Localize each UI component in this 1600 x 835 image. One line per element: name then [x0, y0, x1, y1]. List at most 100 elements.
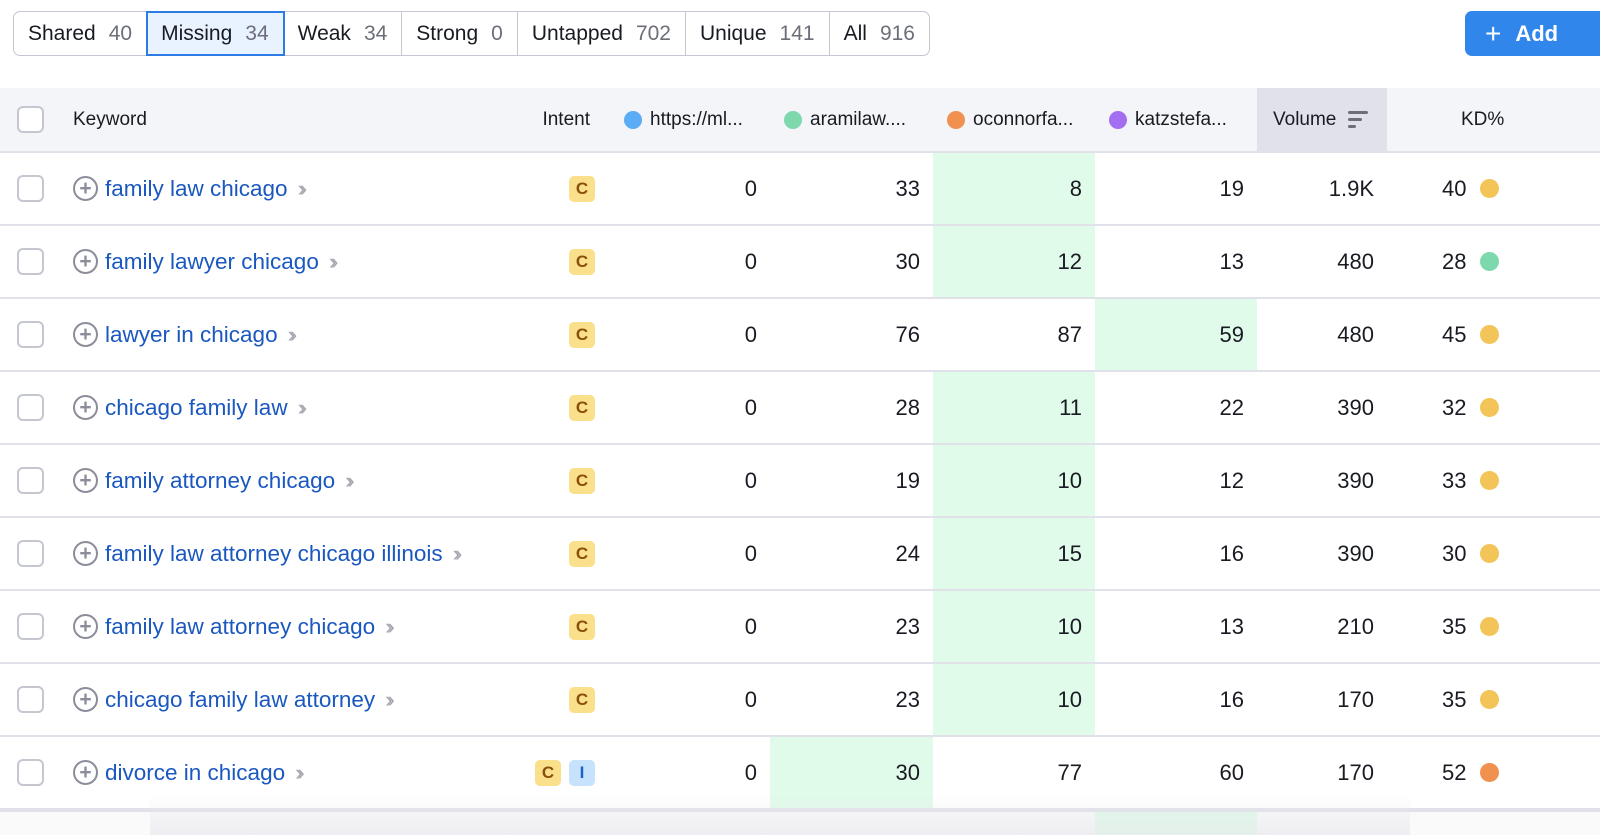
keyword-link[interactable]: family attorney chicago: [105, 467, 336, 493]
tab-weak[interactable]: Weak 34: [284, 12, 403, 55]
tab-missing[interactable]: Missing 34: [146, 11, 285, 56]
intent-cell: C: [520, 664, 610, 735]
difficulty-dot-icon: [1480, 325, 1500, 344]
domain-1-position: 0: [744, 686, 757, 712]
keyword-link[interactable]: lawyer in chicago: [105, 321, 278, 347]
domain-3-position: 12: [933, 226, 1095, 297]
keyword-link[interactable]: family lawyer chicago: [105, 248, 319, 274]
domain-1-position: 0: [744, 759, 757, 785]
domain-1-position: 0: [744, 394, 757, 420]
select-all-checkbox[interactable]: [16, 106, 44, 133]
next-row-highlight: [1095, 812, 1257, 835]
intent-cell: C: [520, 372, 610, 443]
keyword-link[interactable]: family law attorney chicago illinois: [105, 540, 443, 566]
intent-badge-informational[interactable]: I: [569, 759, 595, 786]
intent-cell: C: [520, 518, 610, 589]
domain-3-position: 10: [933, 664, 1095, 735]
tab-shared[interactable]: Shared 40: [14, 12, 148, 55]
add-button[interactable]: + Add: [1465, 11, 1600, 56]
intent-badge-commercial[interactable]: C: [569, 394, 595, 421]
domain-2-position: 23: [895, 686, 920, 712]
table-body: + family law chicago ›› C 0 33 8 19 1.9K…: [0, 153, 1600, 810]
next-row-partial: [0, 810, 1600, 835]
double-chevron-right-icon[interactable]: ››: [297, 175, 307, 201]
sort-descending-icon[interactable]: [1348, 111, 1369, 128]
domain-1-position: 0: [744, 321, 757, 347]
row-checkbox[interactable]: [16, 759, 44, 786]
add-keyword-plus-icon[interactable]: +: [73, 760, 98, 785]
keyword-link[interactable]: family law chicago: [105, 175, 288, 201]
add-keyword-plus-icon[interactable]: +: [73, 249, 98, 274]
row-checkbox[interactable]: [16, 686, 44, 713]
double-chevron-right-icon[interactable]: ››: [385, 613, 394, 639]
difficulty-dot-icon: [1480, 690, 1500, 709]
domain-4-color-dot-icon: [1109, 110, 1127, 129]
domain-4-position: 59: [1095, 299, 1257, 370]
intent-badge-commercial[interactable]: C: [569, 321, 595, 348]
domain-4-position: 16: [1219, 686, 1244, 712]
double-chevron-right-icon[interactable]: ››: [345, 467, 354, 493]
double-chevron-right-icon[interactable]: ››: [297, 394, 307, 420]
add-keyword-plus-icon[interactable]: +: [73, 614, 98, 639]
intent-cell: C: [520, 226, 610, 297]
difficulty-dot-icon: [1480, 763, 1500, 782]
intent-badge-commercial[interactable]: C: [569, 540, 595, 567]
intent-badge-commercial[interactable]: C: [535, 759, 561, 786]
column-header-domain-1[interactable]: https://ml...: [610, 88, 770, 151]
tab-untapped[interactable]: Untapped 702: [518, 12, 686, 55]
tab-label: All: [843, 21, 867, 45]
double-chevron-right-icon[interactable]: ››: [452, 540, 462, 566]
kd-cell: 45: [1387, 299, 1568, 370]
column-header-domain-2[interactable]: aramilaw....: [770, 88, 933, 151]
tab-strong[interactable]: Strong 0: [402, 12, 518, 55]
keyword-link[interactable]: chicago family law attorney: [105, 686, 376, 712]
double-chevron-right-icon[interactable]: ››: [385, 686, 394, 712]
intent-badge-commercial[interactable]: C: [569, 686, 595, 713]
volume-cell: 170: [1337, 759, 1374, 785]
volume-cell: 480: [1337, 248, 1374, 274]
double-chevron-right-icon[interactable]: ››: [328, 248, 338, 274]
tab-count: 702: [635, 21, 671, 45]
column-header-domain-3[interactable]: oconnorfa...: [933, 88, 1095, 151]
add-button-label: Add: [1515, 20, 1559, 46]
row-checkbox[interactable]: [16, 613, 44, 640]
difficulty-dot-icon: [1480, 398, 1500, 417]
domain-2-position: 19: [895, 467, 920, 493]
row-checkbox[interactable]: [16, 540, 44, 567]
row-checkbox[interactable]: [16, 175, 44, 202]
add-keyword-plus-icon[interactable]: +: [73, 468, 98, 493]
column-header-domain-4[interactable]: katzstefa...: [1095, 88, 1257, 151]
add-keyword-plus-icon[interactable]: +: [73, 322, 98, 347]
tab-unique[interactable]: Unique 141: [686, 12, 830, 55]
keyword-link[interactable]: chicago family law: [105, 394, 288, 420]
double-chevron-right-icon[interactable]: ››: [295, 759, 304, 785]
table-row: + family lawyer chicago ›› C 0 30 12 13 …: [0, 226, 1600, 299]
keyword-link[interactable]: divorce in chicago: [105, 759, 286, 785]
add-keyword-plus-icon[interactable]: +: [73, 176, 98, 201]
keyword-link[interactable]: family law attorney chicago: [105, 613, 376, 639]
kd-cell: 40: [1387, 153, 1568, 224]
domain-2-position: 24: [895, 540, 920, 566]
volume-cell: 390: [1337, 394, 1374, 420]
domain-4-position: 22: [1219, 394, 1244, 420]
column-header-keyword[interactable]: Keyword: [73, 108, 147, 130]
intent-badge-commercial[interactable]: C: [569, 248, 595, 275]
intent-badge-commercial[interactable]: C: [569, 175, 595, 202]
domain-4-position: 13: [1219, 248, 1244, 274]
tab-all[interactable]: All 916: [830, 12, 929, 55]
double-chevron-right-icon[interactable]: ››: [287, 321, 297, 347]
column-header-intent[interactable]: Intent: [542, 108, 590, 130]
add-keyword-plus-icon[interactable]: +: [73, 541, 98, 566]
column-header-kd[interactable]: KD%: [1461, 108, 1505, 130]
row-checkbox[interactable]: [16, 394, 44, 421]
intent-badge-commercial[interactable]: C: [569, 467, 595, 494]
row-checkbox[interactable]: [16, 321, 44, 348]
add-keyword-plus-icon[interactable]: +: [73, 395, 98, 420]
column-header-volume[interactable]: Volume: [1257, 88, 1387, 151]
domain-4-position: 60: [1219, 759, 1244, 785]
intent-badge-commercial[interactable]: C: [569, 613, 595, 640]
row-checkbox[interactable]: [16, 467, 44, 494]
row-checkbox[interactable]: [16, 248, 44, 275]
add-keyword-plus-icon[interactable]: +: [73, 687, 98, 712]
